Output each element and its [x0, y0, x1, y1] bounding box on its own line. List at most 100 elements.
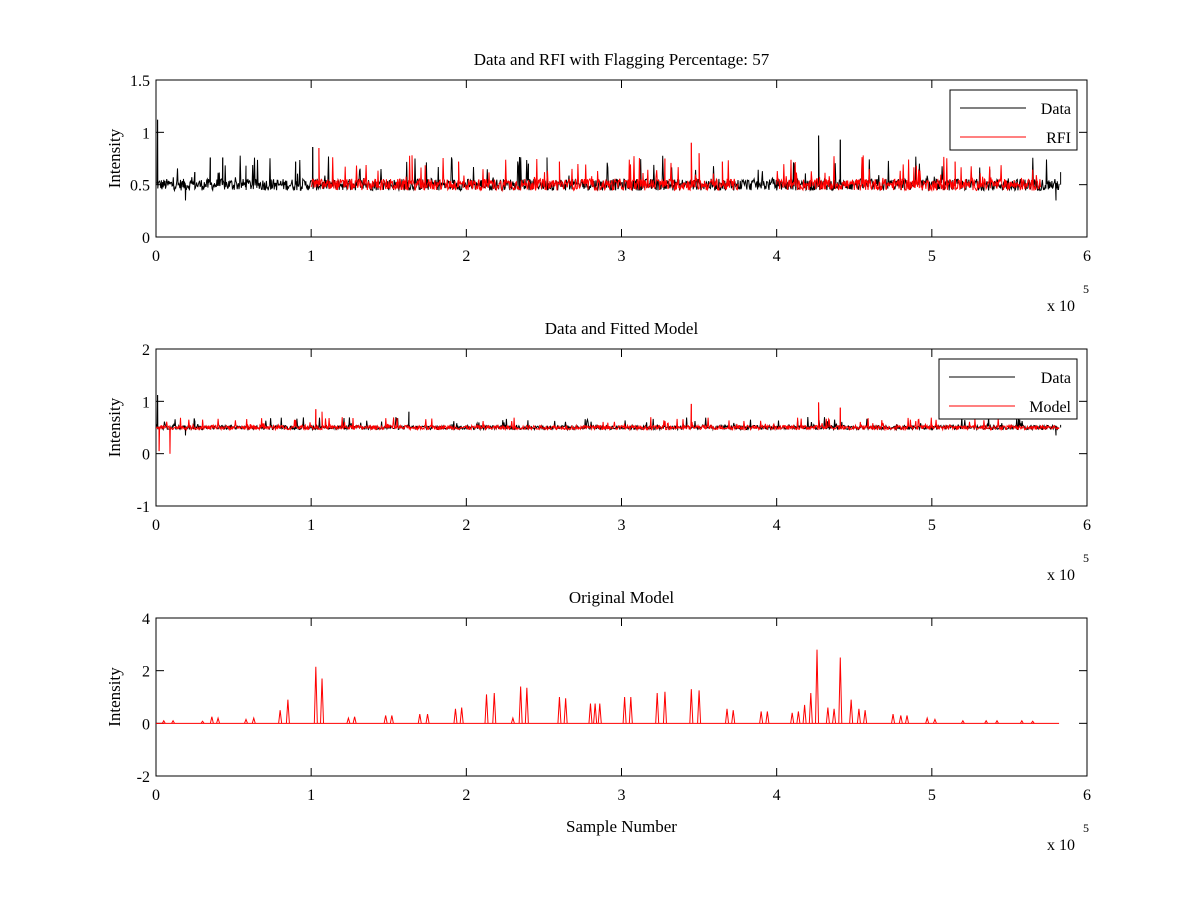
spike-21: [510, 716, 515, 724]
x-tick-label: 2: [462, 248, 470, 265]
spike-3: [209, 716, 214, 724]
spike-56: [984, 719, 989, 724]
spike-29: [622, 696, 627, 724]
spike-36: [731, 710, 736, 724]
spike-34: [697, 690, 702, 724]
spike-8: [285, 699, 290, 724]
x-tick-label: 5: [928, 248, 936, 265]
y-axis-label: Intensity: [105, 397, 124, 457]
x-tick-label: 1: [307, 517, 315, 534]
x-tick-label: 0: [152, 787, 160, 804]
legend: Data RFI: [949, 89, 1078, 151]
spike-27: [593, 703, 598, 724]
y-tick-label: 1.5: [130, 73, 150, 90]
series-line-rfi-segment-1: [776, 155, 1041, 192]
spike-33: [689, 689, 694, 724]
spike-9: [313, 666, 318, 724]
spike-30: [628, 696, 633, 724]
legend-label-data: Data: [1041, 101, 1071, 118]
y-tick-label: -1: [137, 499, 150, 516]
x-tick-label: 6: [1083, 517, 1091, 534]
x-tick-label: 3: [618, 248, 626, 265]
x-multiplier-exponent: 5: [1083, 551, 1089, 565]
spike-41: [802, 704, 807, 724]
spike-47: [849, 699, 854, 724]
spike-57: [995, 719, 999, 724]
x-multiplier-base: x 10: [1047, 837, 1075, 854]
chart-title: Data and Fitted Model: [545, 319, 699, 338]
spike-25: [563, 698, 568, 724]
series-line-model: [156, 402, 1060, 454]
spike-20: [492, 693, 497, 724]
legend: Data Model: [938, 358, 1078, 420]
x-tick-label: 0: [152, 248, 160, 265]
x-tick-label: 2: [462, 787, 470, 804]
spike-17: [453, 708, 458, 724]
spike-39: [790, 712, 795, 724]
spike-54: [932, 717, 937, 724]
legend-label-model: Model: [1029, 399, 1071, 416]
y-tick-label: 0.5: [130, 178, 150, 195]
y-axis-label: Intensity: [105, 667, 124, 727]
x-tick-label: 3: [618, 787, 626, 804]
plot-area: [156, 395, 1062, 454]
spike-44: [825, 707, 830, 724]
x-multiplier-base: x 10: [1047, 298, 1075, 315]
chart-title: Original Model: [569, 588, 675, 607]
x-tick-label: 0: [152, 517, 160, 534]
spike-19: [484, 694, 489, 724]
x-tick-label: 4: [773, 517, 781, 534]
spike-55: [960, 719, 965, 724]
x-tick-label: 1: [307, 787, 315, 804]
spike-53: [925, 716, 930, 724]
legend-label-data: Data: [1041, 370, 1071, 387]
subplot-1: Data and RFI with Flagging Percentage: 5…: [105, 50, 1091, 315]
spike-24: [557, 696, 562, 724]
spike-32: [662, 691, 667, 724]
spike-48: [856, 708, 861, 724]
x-tick-label: 4: [773, 248, 781, 265]
legend-label-rfi: RFI: [1046, 130, 1071, 147]
spike-50: [891, 714, 896, 724]
legend-box: [938, 358, 1078, 420]
spike-38: [765, 711, 770, 724]
spike-6: [251, 716, 256, 724]
axes-box: [155, 79, 1088, 238]
spike-52: [905, 715, 909, 724]
spike-12: [352, 716, 357, 724]
spike-11: [346, 716, 351, 724]
spike-10: [320, 678, 325, 724]
spike-49: [863, 710, 868, 724]
y-tick-label: 0: [142, 447, 150, 464]
y-tick-label: 0: [142, 716, 150, 733]
chart-title: Data and RFI with Flagging Percentage: 5…: [474, 50, 770, 69]
x-axis-label: Sample Number: [566, 817, 677, 836]
spike-5: [244, 717, 248, 724]
spike-22: [518, 686, 523, 724]
spike-40: [796, 711, 801, 724]
y-tick-label: -2: [137, 769, 150, 786]
spike-26: [588, 703, 593, 724]
x-tick-label: 1: [307, 248, 315, 265]
x-tick-label: 3: [618, 517, 626, 534]
plot-area: [156, 649, 1060, 724]
spike-15: [417, 714, 422, 724]
x-multiplier-base: x 10: [1047, 567, 1075, 584]
spike-51: [898, 715, 903, 724]
spike-4: [216, 716, 221, 724]
spike-16: [425, 714, 430, 724]
x-tick-label: 5: [928, 517, 936, 534]
spike-31: [655, 693, 660, 724]
spike-14: [389, 715, 394, 724]
spike-46: [838, 657, 843, 724]
axes-box: [155, 617, 1088, 777]
legend-box: [949, 89, 1078, 151]
spike-58: [1019, 719, 1024, 724]
series-line-rfi-segment-0: [310, 142, 739, 193]
y-tick-label: 4: [142, 611, 150, 628]
plot-area: [156, 119, 1062, 201]
x-tick-label: 6: [1083, 248, 1091, 265]
